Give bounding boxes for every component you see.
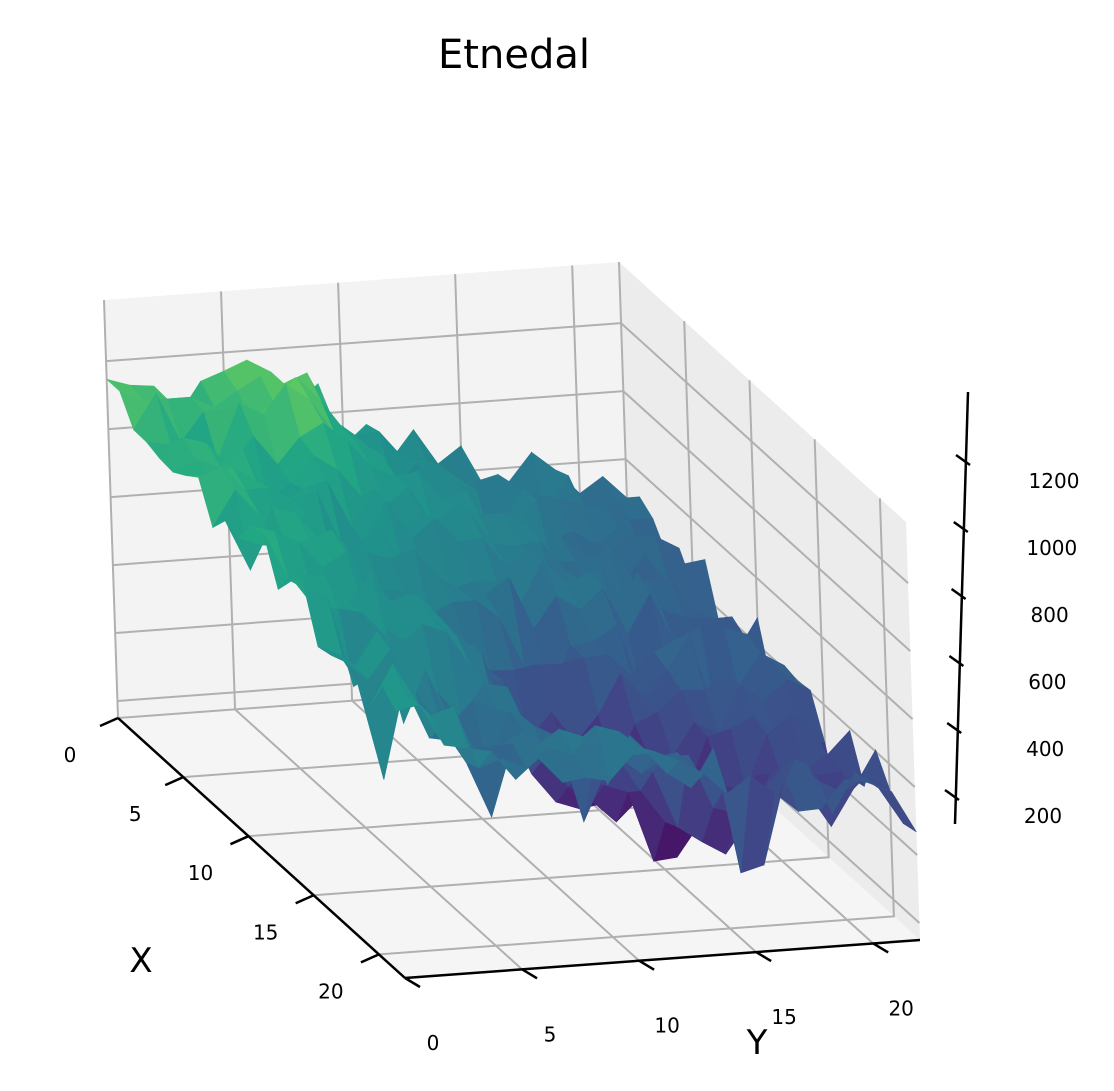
y-tick-label: 10: [654, 1014, 679, 1038]
z-tick: [946, 721, 962, 735]
y-tick-label: 20: [888, 996, 913, 1020]
x-axis-label: X: [129, 941, 152, 981]
x-tick: [99, 716, 119, 728]
z-tick-label: 1000: [1026, 536, 1077, 560]
z-tick: [944, 788, 960, 802]
surface-mesh: [106, 359, 917, 874]
pane-floor: [118, 680, 920, 978]
axis-lines: [117, 391, 970, 980]
x-tick: [360, 953, 380, 964]
y-axis-label: Y: [746, 1023, 768, 1063]
y-tick: [404, 976, 421, 989]
chart-title: Etnedal: [438, 32, 590, 78]
grid-line-y: [337, 282, 640, 962]
x-tick: [295, 894, 315, 905]
z-tick: [955, 453, 971, 467]
z-tick-label: 800: [1031, 603, 1069, 627]
y-tick: [638, 959, 655, 971]
y-tick-label: 5: [544, 1022, 557, 1046]
z-tick-label: 200: [1024, 804, 1062, 828]
y-axis-line: [404, 938, 921, 980]
grid-line-z: [105, 322, 909, 584]
z-tick-label: 1200: [1029, 469, 1080, 493]
tick-marks: [99, 453, 971, 989]
z-tick-label: 400: [1026, 737, 1064, 761]
z-axis-line: [953, 391, 970, 825]
x-tick-label: 5: [129, 802, 142, 826]
x-tick-label: 0: [64, 743, 77, 767]
z-tick: [950, 587, 967, 601]
z-tick-label: 600: [1028, 670, 1066, 694]
x-tick: [164, 775, 184, 787]
y-tick: [521, 968, 538, 980]
x-axis-line: [117, 717, 406, 979]
y-tick-label: 15: [771, 1005, 796, 1029]
z-tick: [953, 520, 969, 534]
x-tick-label: 10: [188, 861, 213, 885]
grid-line-x: [378, 498, 895, 956]
surface-face: [381, 685, 421, 712]
y-tick: [755, 951, 772, 963]
grid-line-x: [313, 439, 830, 897]
x-tick-label: 20: [318, 979, 343, 1003]
y-tick: [872, 942, 889, 954]
x-tick-label: 15: [253, 920, 278, 944]
y-tick-label: 0: [427, 1031, 440, 1055]
x-tick: [229, 835, 249, 846]
z-tick: [948, 654, 965, 668]
